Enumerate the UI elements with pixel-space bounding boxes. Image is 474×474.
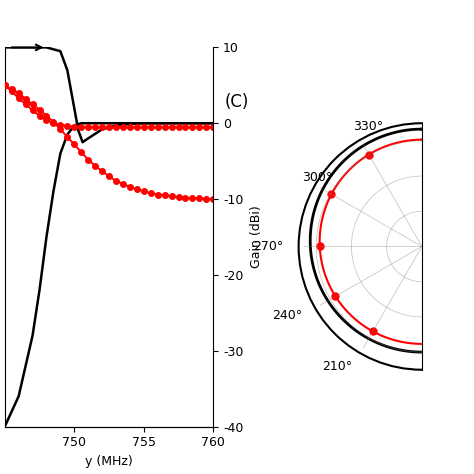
Text: 270°: 270° <box>253 240 283 253</box>
Text: 210°: 210° <box>322 360 353 373</box>
Y-axis label: Gain (dBi): Gain (dBi) <box>250 206 264 268</box>
Text: 240°: 240° <box>272 309 302 322</box>
Text: (C): (C) <box>225 92 249 110</box>
Text: 330°: 330° <box>353 120 383 133</box>
X-axis label: y (MHz): y (MHz) <box>85 455 133 468</box>
Text: 300°: 300° <box>302 171 332 184</box>
